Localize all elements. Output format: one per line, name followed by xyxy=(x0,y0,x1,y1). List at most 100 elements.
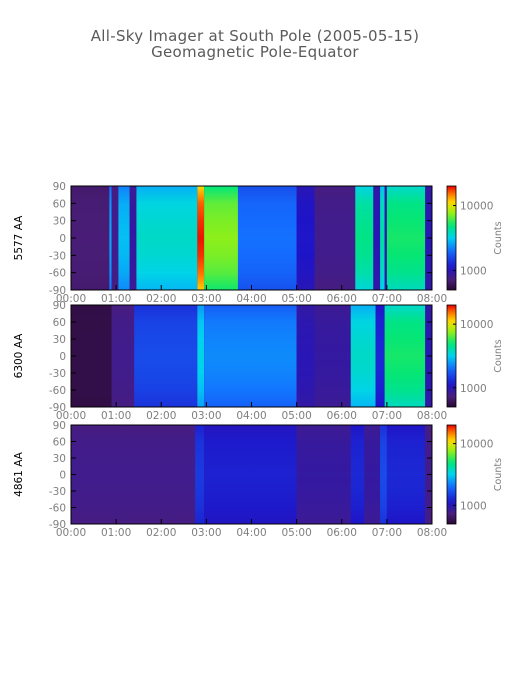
heatmap-band xyxy=(386,186,426,290)
heatmap-band xyxy=(71,305,112,407)
heatmap-band xyxy=(237,186,297,290)
y-axis-label: 6300 AA xyxy=(13,333,25,379)
heatmap-band xyxy=(111,305,135,407)
x-tick-label: 01:00 xyxy=(101,527,131,539)
figure-title: All-Sky Imager at South Pole (2005-05-15… xyxy=(90,27,420,45)
colorbar-label: Counts xyxy=(493,458,504,491)
heatmap-band xyxy=(355,186,374,290)
x-tick-label: 00:00 xyxy=(56,293,86,305)
y-tick-label: -30 xyxy=(49,250,66,262)
y-tick-label: 90 xyxy=(53,420,66,432)
colorbar-tick-label: 1000 xyxy=(460,383,487,395)
y-tick-label: -90 xyxy=(49,402,66,414)
x-tick-label: 01:00 xyxy=(101,293,131,305)
y-tick-label: 60 xyxy=(53,317,66,329)
y-tick-label: -60 xyxy=(49,268,66,280)
x-tick-label: 06:00 xyxy=(327,293,357,305)
y-tick-label: 0 xyxy=(59,470,66,482)
x-tick-label: 02:00 xyxy=(146,410,176,422)
heatmap-band xyxy=(204,186,238,290)
heatmap-band xyxy=(380,186,385,290)
y-tick-label: -60 xyxy=(49,385,66,397)
heatmap-band xyxy=(118,186,130,290)
heatmap-band xyxy=(296,186,315,290)
y-tick-label: 30 xyxy=(53,216,66,228)
x-tick-label: 01:00 xyxy=(101,410,131,422)
heatmap-band xyxy=(386,425,426,524)
heatmap-band xyxy=(373,186,381,290)
x-tick-label: 03:00 xyxy=(191,293,221,305)
colorbar-tick-label: 10000 xyxy=(460,201,493,213)
x-tick-label: 05:00 xyxy=(281,410,311,422)
colorbar-tick-label: 10000 xyxy=(460,439,493,451)
heatmap-band xyxy=(314,305,351,407)
x-tick-label: 05:00 xyxy=(281,527,311,539)
y-tick-label: 30 xyxy=(53,453,66,465)
y-tick-label: 60 xyxy=(53,437,66,449)
x-tick-label: 03:00 xyxy=(191,527,221,539)
heatmap-band xyxy=(197,186,205,290)
heatmap-band xyxy=(204,425,297,524)
y-tick-label: 60 xyxy=(53,198,66,210)
x-tick-label: 05:00 xyxy=(281,293,311,305)
heatmap-band xyxy=(109,186,112,290)
x-tick-label: 04:00 xyxy=(236,293,266,305)
colorbar xyxy=(446,304,457,408)
y-axis-label: 5577 AA xyxy=(13,215,25,261)
y-tick-label: 90 xyxy=(53,300,66,312)
y-tick-label: -90 xyxy=(49,285,66,297)
x-tick-label: 02:00 xyxy=(146,293,176,305)
x-tick-label: 08:00 xyxy=(417,410,447,422)
x-tick-label: 06:00 xyxy=(327,527,357,539)
heatmap-band xyxy=(364,425,381,524)
heatmap-band xyxy=(350,425,365,524)
heatmap-band xyxy=(134,305,198,407)
y-tick-label: -30 xyxy=(49,368,66,380)
x-tick-label: 08:00 xyxy=(417,527,447,539)
y-tick-label: -30 xyxy=(49,486,66,498)
colorbar-label: Counts xyxy=(493,339,504,372)
y-tick-label: -90 xyxy=(49,519,66,531)
y-tick-label: 0 xyxy=(59,233,66,245)
x-tick-label: 06:00 xyxy=(327,410,357,422)
colorbar-tick-label: 1000 xyxy=(460,500,487,512)
y-tick-label: 0 xyxy=(59,351,66,363)
heatmap-band xyxy=(71,425,196,524)
colorbar xyxy=(446,185,457,291)
x-tick-label: 00:00 xyxy=(56,410,86,422)
colorbar-tick-label: 10000 xyxy=(460,319,493,331)
x-tick-label: 07:00 xyxy=(372,527,402,539)
x-tick-label: 07:00 xyxy=(372,410,402,422)
x-tick-label: 04:00 xyxy=(236,410,266,422)
heatmap-band xyxy=(136,186,198,290)
colorbar-tick-label: 1000 xyxy=(460,265,487,277)
heatmap-band xyxy=(204,305,297,407)
heatmap-band xyxy=(195,425,205,524)
x-tick-label: 07:00 xyxy=(372,293,402,305)
heatmap-band xyxy=(129,186,137,290)
heatmap-band xyxy=(380,425,387,524)
y-tick-label: -60 xyxy=(49,503,66,515)
heatmap-band xyxy=(384,305,426,407)
heatmap-band xyxy=(296,305,315,407)
colorbar-label: Counts xyxy=(493,221,504,254)
heatmap-band xyxy=(314,186,356,290)
y-axis-label: 4861 AA xyxy=(13,451,25,497)
x-tick-label: 04:00 xyxy=(236,527,266,539)
heatmap-band xyxy=(197,305,205,407)
heatmap-band xyxy=(350,305,376,407)
figure-subtitle: Geomagnetic Pole-Equator xyxy=(151,43,359,61)
x-tick-label: 00:00 xyxy=(56,527,86,539)
heatmap-band xyxy=(71,186,110,290)
x-tick-label: 03:00 xyxy=(191,410,221,422)
y-tick-label: 90 xyxy=(53,181,66,193)
heatmap-band xyxy=(375,305,385,407)
y-tick-label: 30 xyxy=(53,334,66,346)
x-tick-label: 02:00 xyxy=(146,527,176,539)
heatmap-band xyxy=(111,186,119,290)
heatmap-band xyxy=(296,425,351,524)
heatmap-band xyxy=(384,186,387,290)
